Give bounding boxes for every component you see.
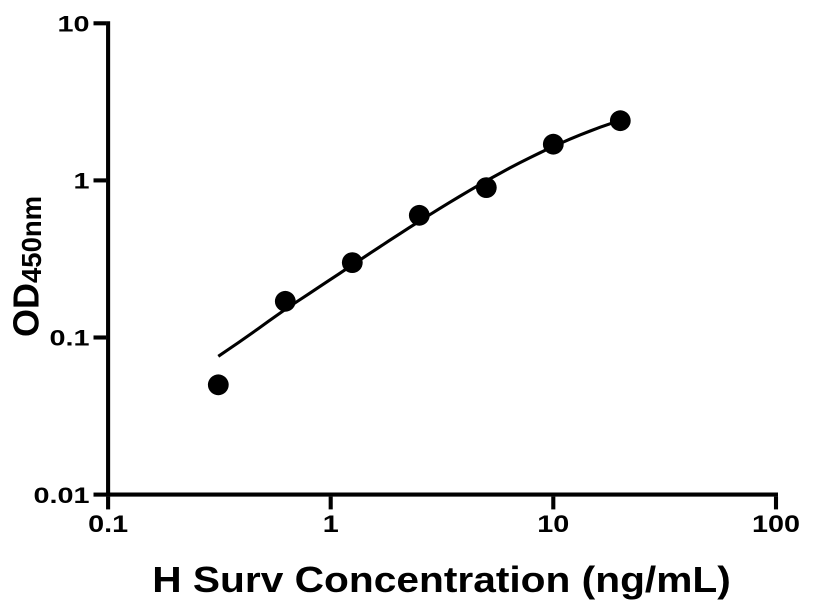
svg-text:1: 1: [323, 510, 339, 537]
svg-text:10: 10: [537, 510, 569, 537]
svg-text:0.1: 0.1: [88, 510, 128, 537]
svg-text:10: 10: [57, 12, 89, 36]
svg-text:0.01: 0.01: [33, 484, 89, 508]
svg-text:H Surv Concentration (ng/mL): H Surv Concentration (ng/mL): [152, 560, 731, 601]
svg-text:1: 1: [73, 169, 89, 193]
svg-text:0.1: 0.1: [49, 327, 89, 351]
svg-text:100: 100: [752, 510, 800, 537]
